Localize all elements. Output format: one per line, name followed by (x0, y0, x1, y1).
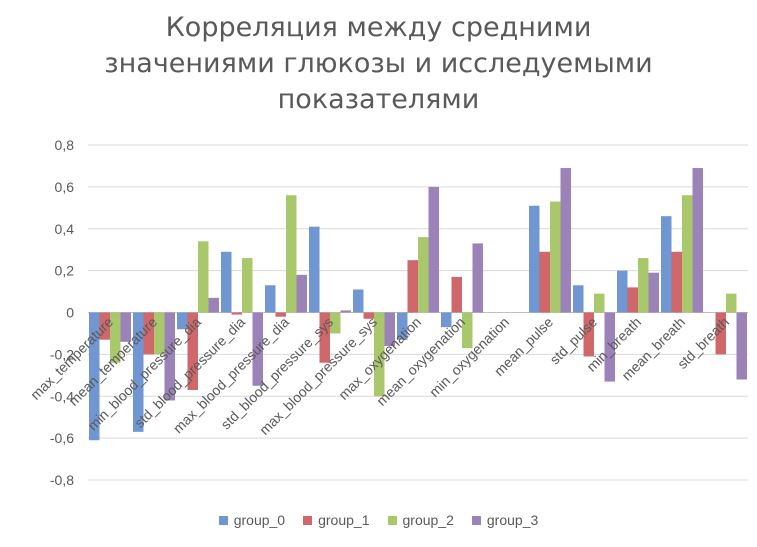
y-tick-label: 0,4 (55, 221, 75, 237)
bar-group-1-max-temperature (99, 312, 110, 340)
y-tick-label: -0,8 (50, 472, 74, 488)
y-axis-tick-labels: -0,8 -0,6 -0,4 -0,2 0 0,2 0,4 0,6 0,8 (50, 137, 74, 488)
legend-item-group-1: group_1 (303, 512, 370, 528)
bar-group-0-mean-temperature (133, 312, 144, 432)
bar-group-1-std-breath (715, 312, 726, 355)
bar-group-0-mean-pulse (529, 205, 540, 313)
bar-group-1-mean-pulse (539, 251, 550, 313)
y-tick-label: 0,2 (55, 263, 75, 279)
bar-group-0-std-blood-pressure-sys (309, 226, 320, 313)
bar-group-0-max-blood-pressure-sys (353, 289, 364, 313)
bar-group-1-max-oxygenation (407, 260, 418, 313)
bar-group-1-std-blood-pressure-dia (231, 312, 242, 315)
bar-group-2-std-pulse (594, 293, 605, 313)
bar-group-0-mean-oxygenation (441, 312, 452, 328)
chart-title-line-3: показателями (277, 84, 480, 115)
legend-label-group-3: group_3 (486, 512, 539, 528)
bar-group-3-std-blood-pressure-sys (340, 310, 351, 313)
legend-swatch-group-3 (471, 515, 481, 525)
chart-title-line-1: Корреляция между средними (165, 12, 592, 43)
bar-group-3-max-temperature (120, 312, 131, 342)
y-tick-label: 0,6 (55, 179, 75, 195)
legend: group_0 group_1 group_2 group_3 (0, 512, 757, 528)
bar-group-0-min-blood-pressure-dia (177, 312, 188, 330)
bar-group-2-std-blood-pressure-sys (330, 312, 341, 334)
y-tick-label: -0,6 (50, 430, 74, 446)
bar-group-3-mean-oxygenation (472, 243, 483, 313)
legend-item-group-2: group_2 (387, 512, 454, 528)
legend-label-group-0: group_0 (233, 512, 286, 528)
bar-group-3-mean-temperature (164, 312, 175, 401)
bar-group-1-std-pulse (583, 312, 594, 357)
bar-group-1-std-blood-pressure-sys (319, 312, 330, 363)
bar-group-3-max-blood-pressure-sys (384, 312, 395, 346)
bar-group-0-max-temperature (89, 312, 100, 441)
chart-title: Корреляция между средними значениями глю… (0, 10, 757, 118)
bar-group-2-min-blood-pressure-dia (198, 241, 209, 313)
bar-group-2-std-blood-pressure-dia (242, 258, 253, 313)
bar-group-1-min-blood-pressure-dia (187, 312, 198, 390)
bar-group-2-max-oxygenation (418, 237, 429, 313)
legend-item-group-0: group_0 (218, 512, 286, 528)
legend-item-group-3: group_3 (471, 512, 539, 528)
bar-group-3-std-breath (736, 312, 747, 380)
bar-group-1-max-blood-pressure-dia (275, 312, 286, 317)
bar-group-3-max-oxygenation (428, 186, 439, 313)
bar-group-2-mean-temperature (154, 312, 165, 355)
y-tick-label: 0 (66, 305, 74, 321)
bar-group-0-mean-breath (661, 216, 672, 313)
bar-group-2-mean-pulse (550, 201, 561, 313)
y-tick-label: -0,2 (50, 346, 74, 362)
legend-label-group-2: group_2 (402, 512, 454, 528)
bar-group-3-std-pulse (604, 312, 615, 382)
bar-group-1-min-breath (627, 287, 638, 313)
bar-group-0-max-oxygenation (397, 312, 408, 340)
bar-group-0-std-blood-pressure-dia (221, 251, 232, 313)
bar-group-1-mean-temperature (143, 312, 154, 355)
bar-group-1-max-blood-pressure-sys (363, 312, 374, 319)
bar-group-1-mean-oxygenation (451, 276, 462, 313)
bar-group-3-std-blood-pressure-dia (252, 312, 263, 386)
bar-group-2-max-temperature (110, 312, 121, 363)
legend-swatch-group-1 (303, 515, 313, 525)
bar-group-2-mean-oxygenation (462, 312, 473, 349)
y-tick-label: 0,8 (55, 137, 75, 153)
bar-group-3-min-breath (648, 272, 659, 313)
y-tick-label: -0,4 (50, 388, 74, 404)
legend-swatch-group-0 (218, 515, 228, 525)
legend-label-group-1: group_1 (318, 512, 370, 528)
bar-group-0-min-breath (617, 270, 628, 313)
bar-group-0-std-pulse (573, 285, 584, 313)
legend-swatch-group-2 (387, 515, 397, 525)
bar-group-3-min-blood-pressure-dia (208, 297, 219, 313)
bars (89, 168, 747, 441)
bar-group-3-mean-breath (692, 168, 703, 313)
bar-group-2-std-breath (726, 293, 737, 313)
bar-group-2-mean-breath (682, 195, 693, 313)
bar-group-3-mean-pulse (560, 168, 571, 313)
bar-group-0-max-blood-pressure-dia (265, 285, 276, 313)
bar-group-3-max-blood-pressure-dia (296, 274, 307, 313)
chart-title-line-2: значениями глюкозы и исследуемыми (104, 48, 653, 79)
bar-group-2-max-blood-pressure-sys (374, 312, 385, 397)
bar-group-2-max-blood-pressure-dia (286, 195, 297, 313)
bar-group-1-mean-breath (671, 251, 682, 313)
bar-group-2-min-breath (638, 258, 649, 313)
